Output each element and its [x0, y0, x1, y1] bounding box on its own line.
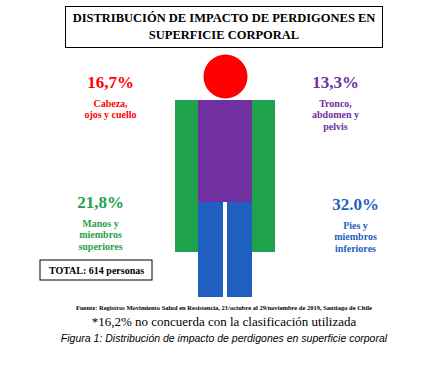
html-text:Fuente: Registros Movimiento S: Fuente: Registros Movimiento Salud en Re…: [76, 304, 372, 311]
svg-text:Tronco,abdomen ypelvis: Tronco,abdomen ypelvis: [312, 98, 359, 132]
html-text:*16,2% no concuerda con la cla: *16,2% no concuerda con la clasificación…: [91, 314, 357, 329]
svg-text:16,7%: 16,7%: [87, 73, 134, 92]
html-text:Figura 1: Distribución de impa: Figura 1: Distribución de impacto de per…: [60, 332, 388, 344]
svg-text:21,8%: 21,8%: [77, 193, 124, 212]
svg-text:Cabeza,ojos y cuello: Cabeza,ojos y cuello: [84, 98, 136, 121]
html-text:DISTRIBUCIÓN DE IMPACTO DE PER: DISTRIBUCIÓN DE IMPACTO DE PERDIGONES EN…: [72, 11, 376, 42]
svg-text:32.0%: 32.0%: [332, 195, 379, 214]
svg-text:Pies ymiembrosinferiores: Pies ymiembrosinferiores: [334, 220, 377, 254]
svg-text:13,3%: 13,3%: [312, 73, 359, 92]
svg-text:Manos ymiembrossuperiores: Manos ymiembrossuperiores: [78, 218, 122, 252]
svg-text:TOTAL: 614 personas: TOTAL: 614 personas: [49, 265, 144, 276]
